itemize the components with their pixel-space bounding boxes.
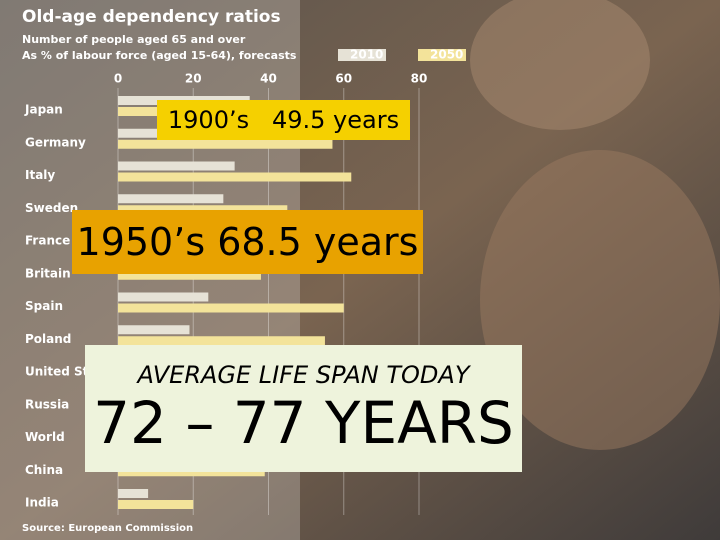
y-tick-label: China [25,463,63,477]
bar [118,489,149,498]
y-tick-label: Sweden [25,201,78,215]
overlay-text: 1950’s 68.5 years [76,220,419,264]
x-tick-label: 80 [411,72,428,86]
bar [118,325,190,335]
y-tick-label: India [25,496,59,510]
legend-swatch [338,49,386,61]
subtitle: As % of labour force (aged 15-64), forec… [22,49,297,62]
bar [118,336,325,346]
x-tick-label: 0 [114,72,122,86]
bar [118,270,261,280]
overlay-text: 72 – 77 YEARS [93,388,514,457]
y-tick-label: Italy [25,168,55,182]
overlay-text: 1900’s 49.5 years [167,106,400,134]
y-tick-label: Germany [25,135,86,149]
subtitle: Number of people aged 65 and over [22,33,246,46]
x-tick-label: 40 [260,72,277,86]
photo-figure [470,0,650,130]
y-tick-label: France [25,234,70,248]
bar [118,500,194,509]
bar [118,292,209,302]
overlay-today: AVERAGE LIFE SPAN TODAY 72 – 77 YEARS [85,345,522,472]
y-tick-label: World [25,430,65,444]
bar [118,205,288,215]
legend-swatch [418,49,466,61]
y-tick-label: Spain [25,299,63,313]
y-tick-label: Russia [25,397,69,411]
y-tick-label: Japan [24,103,63,117]
overlay-1950: 1950’s 68.5 years [72,210,423,274]
bar [118,172,352,182]
x-tick-label: 20 [185,72,202,86]
bar [118,194,224,204]
photo-figure [480,150,720,450]
bar [118,161,235,171]
chart-title: Old-age dependency ratios [22,7,281,27]
bar [118,139,333,149]
bar [118,303,344,313]
legend-label: 2050 [430,48,463,62]
y-tick-label: Poland [25,332,71,346]
overlay-1900: 1900’s 49.5 years [157,100,410,140]
y-tick-label: Britain [25,266,71,280]
x-tick-label: 60 [335,72,352,86]
legend-label: 2010 [350,48,383,62]
overlay-text: AVERAGE LIFE SPAN TODAY [137,360,470,389]
source: Source: European Commission [22,523,193,534]
